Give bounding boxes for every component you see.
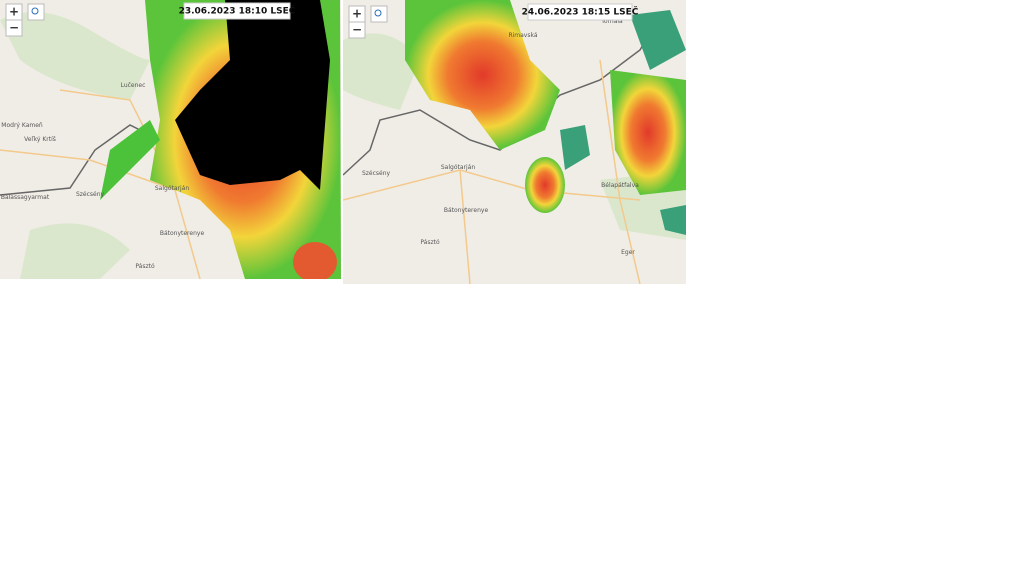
timestamp: 23.06.2023 18:10 LSEČ xyxy=(179,5,296,17)
place-label: Tornala xyxy=(600,18,623,25)
zoom-out-label: − xyxy=(352,23,362,37)
place-label: Bélapátfalva xyxy=(601,182,639,189)
zoom-out-label: − xyxy=(9,21,19,35)
lightning-cluster xyxy=(175,0,330,190)
timestamp-box xyxy=(527,3,633,21)
road xyxy=(343,59,641,284)
place-label: Szécsény xyxy=(76,191,105,198)
place-label: Balassagyarmat xyxy=(1,194,50,201)
place-label: Veľký Krtíš xyxy=(24,136,56,143)
map-panel[interactable]: Rimavská Tornala Szécsény Salgótarján Bá… xyxy=(343,0,686,284)
place-label: Pásztó xyxy=(135,263,155,270)
radar-echo xyxy=(405,0,560,150)
forest xyxy=(0,12,150,279)
border xyxy=(343,14,661,176)
place-label: Szécsény xyxy=(362,170,391,177)
place-label: Bátonyterenye xyxy=(444,207,489,214)
search-button[interactable] xyxy=(27,3,45,21)
timestamp-box xyxy=(183,2,291,20)
search-button[interactable] xyxy=(370,5,388,23)
place-label: Salgótarján xyxy=(155,185,189,192)
radar-echo xyxy=(293,242,337,279)
map-panel[interactable]: Lučenec Modrý Kameň Veľký Krtíš Balassag… xyxy=(0,0,341,282)
zoom-out-button[interactable] xyxy=(5,19,23,37)
forest xyxy=(343,33,686,241)
zoom-in-label: + xyxy=(352,7,362,21)
place-label: Pásztó xyxy=(420,239,440,246)
radar-echo xyxy=(100,120,160,200)
zoom-in-label: + xyxy=(9,5,19,19)
place-label: Rimavská xyxy=(508,32,537,39)
radar-echo xyxy=(560,10,686,235)
zoom-out-button[interactable] xyxy=(348,21,366,39)
search-icon xyxy=(31,7,39,15)
place-label: Bátonyterenye xyxy=(160,230,205,237)
timestamp: 24.06.2023 18:15 LSEČ xyxy=(522,6,639,18)
place-label: Lučenec xyxy=(121,82,146,89)
place-label: Salgótarján xyxy=(441,164,475,171)
search-icon xyxy=(374,9,382,17)
radar-echo xyxy=(525,157,565,213)
radar-echo xyxy=(610,70,686,195)
place-label: Eger xyxy=(621,249,635,256)
place-label: Modrý Kameň xyxy=(1,122,43,129)
